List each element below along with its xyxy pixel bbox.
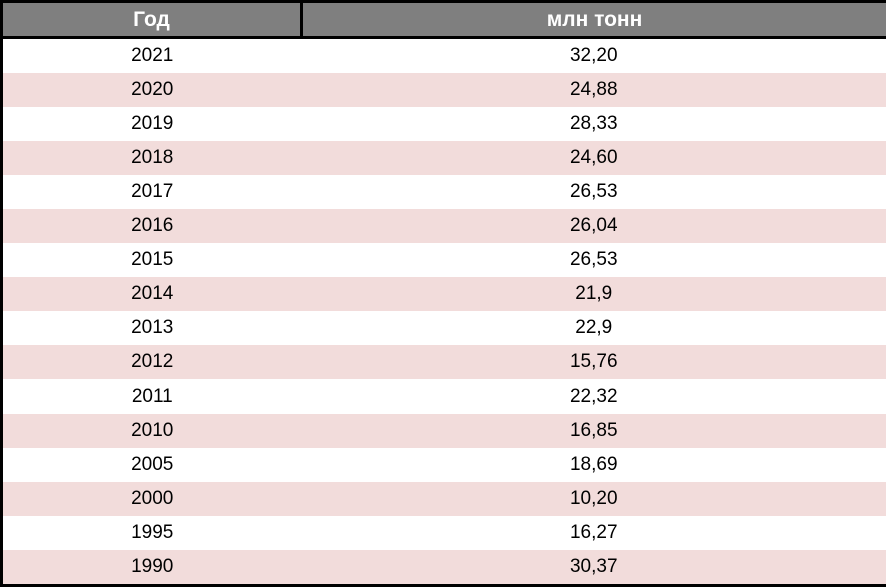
value-cell: 10,20 (301, 481, 886, 516)
table-row: 2017 26,53 (1, 175, 886, 210)
table-row: 2021 32,20 (1, 37, 886, 74)
year-cell: 2005 (1, 447, 302, 482)
value-cell: 18,69 (301, 447, 886, 482)
table-row: 2018 24,60 (1, 141, 886, 176)
year-cell: 2018 (1, 141, 302, 176)
year-cell: 2017 (1, 175, 302, 210)
year-cell: 2011 (1, 379, 302, 414)
year-cell: 1990 (1, 549, 302, 586)
table-body: 2021 32,20 2020 24,88 2019 28,33 2018 24,60 2017… (1, 37, 886, 586)
table-row: 2020 24,88 (1, 73, 886, 108)
header-row: Год млн тонн (1, 1, 886, 39)
table-row: 2011 22,32 (1, 379, 886, 414)
value-cell: 28,33 (301, 107, 886, 142)
value-cell: 24,60 (301, 141, 886, 176)
table-row: 2013 22,9 (1, 311, 886, 346)
value-cell: 26,53 (301, 243, 886, 278)
year-cell: 2020 (1, 73, 302, 108)
value-cell: 22,32 (301, 379, 886, 414)
value-cell: 21,9 (301, 277, 886, 312)
table-row: 2000 10,20 (1, 481, 886, 516)
table-header: Год млн тонн (1, 1, 886, 39)
value-cell: 24,88 (301, 73, 886, 108)
column-header-mln-tonn: млн тонн (301, 1, 886, 39)
year-cell: 2015 (1, 243, 302, 278)
table-row: 2014 21,9 (1, 277, 886, 312)
year-cell: 2021 (1, 37, 302, 74)
year-cell: 2000 (1, 481, 302, 516)
table-row: 2012 15,76 (1, 345, 886, 380)
table-row: 1995 16,27 (1, 515, 886, 550)
table-row: 1990 30,37 (1, 549, 886, 586)
year-cell: 2013 (1, 311, 302, 346)
value-cell: 32,20 (301, 37, 886, 74)
table-row: 2005 18,69 (1, 447, 886, 482)
year-cell: 2012 (1, 345, 302, 380)
year-cell: 1995 (1, 515, 302, 550)
year-cell: 2016 (1, 209, 302, 244)
column-header-year: Год (1, 1, 303, 39)
table-row: 2010 16,85 (1, 413, 886, 448)
value-cell: 16,85 (301, 413, 886, 448)
value-cell: 30,37 (301, 549, 886, 586)
table-row: 2019 28,33 (1, 107, 886, 142)
value-cell: 16,27 (301, 515, 886, 550)
year-cell: 2010 (1, 413, 302, 448)
year-cell: 2019 (1, 107, 302, 142)
table-row: 2016 26,04 (1, 209, 886, 244)
year-cell: 2014 (1, 277, 302, 312)
value-cell: 22,9 (301, 311, 886, 346)
table-row: 2015 26,53 (1, 243, 886, 278)
value-cell: 26,53 (301, 175, 886, 210)
value-cell: 26,04 (301, 209, 886, 244)
value-cell: 15,76 (301, 345, 886, 380)
